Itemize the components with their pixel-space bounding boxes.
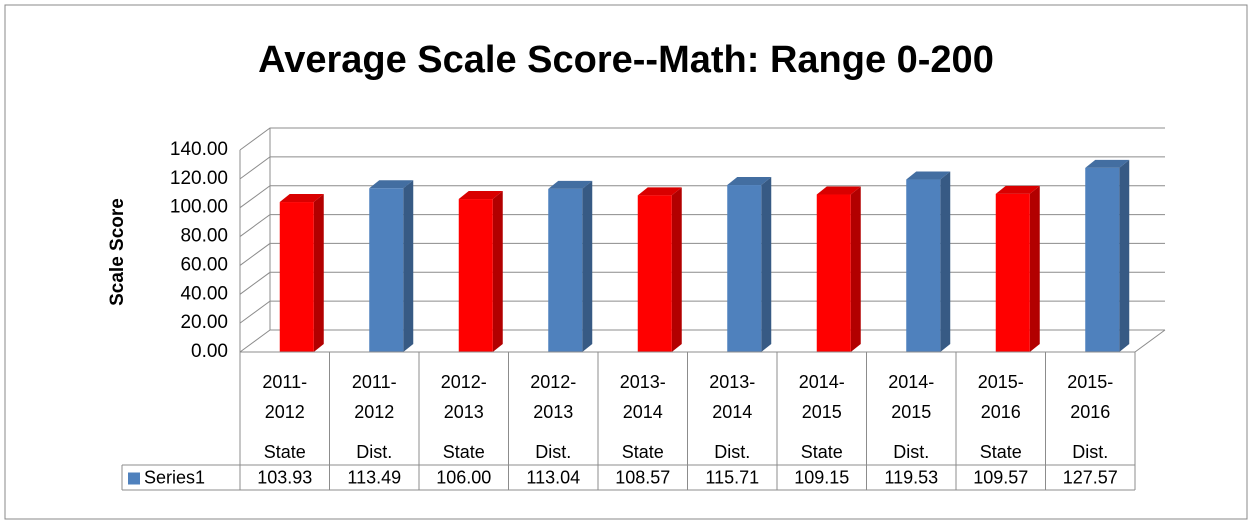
data-label: 119.53 xyxy=(884,467,938,487)
x-tick-label: Dist. xyxy=(714,442,750,462)
bar-top xyxy=(727,177,772,186)
legend-label: Series1 xyxy=(144,467,205,487)
bar-side xyxy=(1029,185,1040,352)
data-label: 106.00 xyxy=(436,467,491,487)
chart-title: Average Scale Score--Math: Range 0-200 xyxy=(258,39,994,81)
x-tick-label: 2012- xyxy=(441,372,487,392)
x-tick-label: 2016 xyxy=(981,402,1021,422)
x-tick-label: 2015 xyxy=(802,402,842,422)
x-tick-label: Dist. xyxy=(893,442,929,462)
y-tick-label: 120.00 xyxy=(170,168,228,189)
bar-top xyxy=(279,194,324,203)
x-tick-label: 2012- xyxy=(530,372,576,392)
bar xyxy=(458,199,493,352)
x-tick-label: State xyxy=(443,442,485,462)
x-tick-label: 2015 xyxy=(891,402,931,422)
x-tick-label: 2013 xyxy=(444,402,484,422)
chart-frame xyxy=(4,4,1248,520)
y-tick-label: 80.00 xyxy=(180,226,228,247)
x-tick-label: 2013- xyxy=(620,372,666,392)
bar xyxy=(906,179,941,352)
bar-side xyxy=(1119,159,1130,352)
bar-top xyxy=(548,180,593,189)
bar-side xyxy=(940,171,951,352)
x-tick-label: 2014 xyxy=(712,402,752,422)
bar xyxy=(548,188,583,352)
x-tick-label: 2016 xyxy=(1070,402,1110,422)
grid-line xyxy=(239,156,1165,180)
bar-side xyxy=(850,186,861,352)
y-axis-label: Scale Score xyxy=(107,198,128,306)
bar-top xyxy=(906,171,951,180)
bar-top xyxy=(637,187,682,196)
bar xyxy=(1085,167,1120,352)
x-tick-label: 2011- xyxy=(262,372,307,392)
bar-top xyxy=(458,191,503,200)
x-tick-label: 2014- xyxy=(888,372,934,392)
data-label: 127.57 xyxy=(1063,467,1118,487)
grid-line xyxy=(239,185,1165,209)
data-label: 109.15 xyxy=(794,467,849,487)
grid-line xyxy=(239,271,1165,295)
x-tick-label: State xyxy=(980,442,1022,462)
bar xyxy=(816,194,851,352)
data-label: 103.93 xyxy=(257,467,312,487)
x-tick-label: Dist. xyxy=(1072,442,1108,462)
x-tick-label: Dist. xyxy=(535,442,571,462)
grid-line xyxy=(239,300,1165,324)
floor-edge xyxy=(1134,329,1166,353)
bar-side xyxy=(313,194,324,352)
grid-line xyxy=(239,329,1165,353)
y-tick-label: 60.00 xyxy=(180,254,228,275)
y-tick-label: 140.00 xyxy=(170,139,228,160)
grid-line xyxy=(239,214,1165,237)
bar-side xyxy=(492,191,503,352)
bar xyxy=(727,185,762,352)
bar-top xyxy=(1085,159,1130,168)
y-tick-label: 100.00 xyxy=(170,197,228,218)
x-tick-label: 2015- xyxy=(978,372,1024,392)
data-label: 113.04 xyxy=(526,467,580,487)
bar-side xyxy=(403,180,414,352)
bar-side xyxy=(582,180,593,352)
x-tick-label: 2014 xyxy=(623,402,663,422)
x-tick-label: 2011- xyxy=(352,372,397,392)
legend-swatch xyxy=(128,472,140,485)
x-tick-label: State xyxy=(801,442,843,462)
bar-top xyxy=(816,186,861,195)
x-tick-label: State xyxy=(622,442,664,462)
data-label: 113.49 xyxy=(347,467,401,487)
data-label: 109.57 xyxy=(973,467,1028,487)
grid-line xyxy=(239,242,1165,266)
x-tick-label: 2013 xyxy=(533,402,573,422)
y-tick-label: 0.00 xyxy=(191,341,228,362)
bar xyxy=(995,193,1030,352)
x-tick-label: 2012 xyxy=(265,402,305,422)
x-tick-label: 2014- xyxy=(799,372,845,392)
bar xyxy=(637,195,672,352)
x-tick-label: Dist. xyxy=(356,442,392,462)
bar-top xyxy=(995,185,1040,194)
y-tick-label: 20.00 xyxy=(180,312,228,333)
bar-top xyxy=(369,180,414,189)
data-label: 108.57 xyxy=(615,467,670,487)
x-tick-label: 2012 xyxy=(354,402,394,422)
x-tick-label: 2015- xyxy=(1067,372,1113,392)
bar-side xyxy=(761,177,772,352)
y-tick-label: 40.00 xyxy=(180,283,228,304)
data-label: 115.71 xyxy=(705,467,759,487)
grid-line xyxy=(239,127,1165,151)
bar xyxy=(369,188,404,352)
bar xyxy=(279,202,314,352)
x-tick-label: State xyxy=(264,442,306,462)
bar-side xyxy=(671,187,682,352)
x-tick-label: 2013- xyxy=(709,372,755,392)
